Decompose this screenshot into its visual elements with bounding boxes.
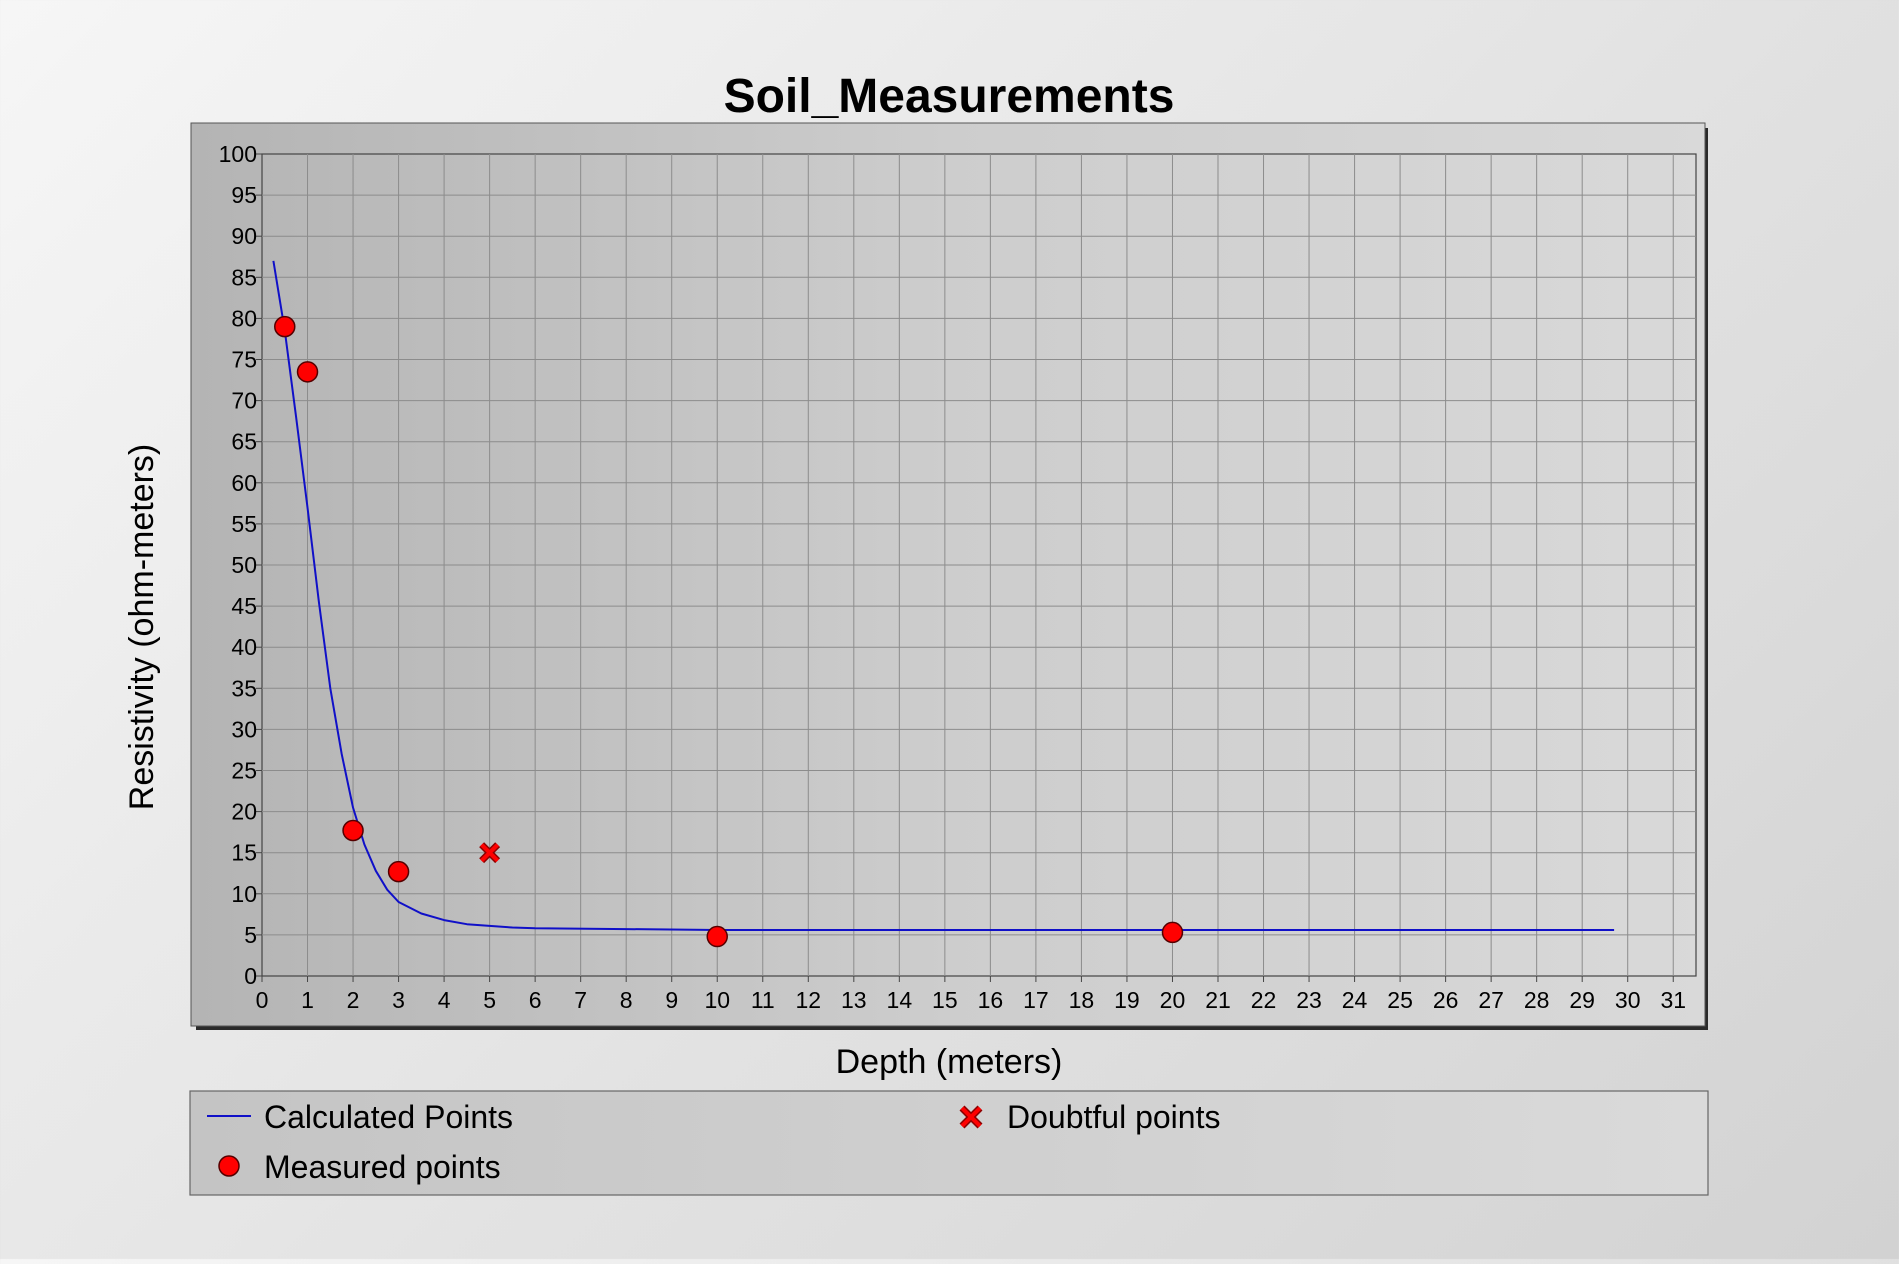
y-tick-label: 100 <box>219 141 257 167</box>
y-tick-label: 5 <box>244 922 257 948</box>
measured-point <box>296 361 319 383</box>
y-tick-label: 95 <box>231 182 257 208</box>
x-tick-label: 8 <box>620 987 633 1013</box>
chart-title: Soil_Measurements <box>724 70 1175 123</box>
y-tick-label: 35 <box>231 675 257 701</box>
y-tick-label: 15 <box>231 840 257 866</box>
legend-label-calculated: Calculated Points <box>264 1099 513 1135</box>
gridlines <box>262 154 1696 976</box>
x-tick-label: 28 <box>1524 987 1550 1013</box>
x-axis-ticks: 0 1 2 3 4 5 6 7 8 9 10 11 12 13 14 15 16 17 18 19 20 21 22 23 24… <box>256 976 1686 1013</box>
measured-point <box>387 860 410 883</box>
y-tick-label: 65 <box>231 429 257 455</box>
x-tick-label: 13 <box>841 987 867 1013</box>
x-tick-label: 14 <box>887 987 913 1013</box>
y-tick-label: 90 <box>231 223 257 249</box>
y-tick-label: 25 <box>231 758 257 784</box>
x-tick-label: 15 <box>932 987 958 1013</box>
x-tick-label: 11 <box>751 987 775 1013</box>
y-tick-label: 50 <box>231 552 257 578</box>
x-tick-label: 31 <box>1660 987 1686 1013</box>
x-tick-label: 3 <box>392 987 405 1013</box>
y-tick-label: 10 <box>231 881 257 907</box>
y-tick-label: 55 <box>231 511 257 537</box>
measured-point <box>274 315 296 338</box>
x-tick-label: 2 <box>347 987 360 1013</box>
y-tick-label: 45 <box>231 593 257 619</box>
legend-item-doubtful: Doubtful points <box>959 1099 1220 1135</box>
x-tick-label: 10 <box>704 987 730 1013</box>
x-tick-label: 26 <box>1433 987 1459 1013</box>
x-tick-label: 6 <box>529 987 542 1013</box>
y-tick-label: 0 <box>244 963 257 989</box>
plot-series <box>272 260 1615 948</box>
x-tick-label: 18 <box>1069 987 1095 1013</box>
y-tick-label: 85 <box>231 264 257 290</box>
y-tick-label: 30 <box>231 716 257 742</box>
y-tick-label: 70 <box>231 388 257 414</box>
x-tick-label: 9 <box>665 987 678 1013</box>
y-tick-label: 40 <box>231 634 257 660</box>
x-tick-label: 21 <box>1205 987 1231 1013</box>
legend-item-calculated: Calculated Points <box>207 1099 513 1135</box>
y-axis-ticks: 0 5 10 15 20 25 30 35 40 45 50 55 60 65 70 75 80 85 90 95 10… <box>219 141 262 989</box>
y-tick-label: 20 <box>231 799 257 825</box>
x-tick-label: 17 <box>1023 987 1049 1013</box>
x-tick-label: 25 <box>1387 987 1413 1013</box>
y-tick-label: 60 <box>231 470 257 496</box>
legend-item-measured: Measured points <box>218 1149 501 1185</box>
legend-box <box>189 1090 1709 1196</box>
y-tick-label: 80 <box>231 305 257 331</box>
x-tick-label: 16 <box>978 987 1004 1013</box>
measured-point <box>706 925 728 948</box>
y-axis-label: Resistivity (ohm-meters) <box>123 444 161 810</box>
x-tick-label: 1 <box>301 987 314 1013</box>
x-tick-label: 0 <box>256 987 269 1013</box>
x-tick-label: 12 <box>795 987 821 1013</box>
x-tick-label: 4 <box>438 987 451 1013</box>
legend-label-measured: Measured points <box>264 1149 501 1185</box>
measured-point <box>342 819 364 842</box>
x-axis-label: Depth (meters) <box>836 1043 1063 1081</box>
x-tick-label: 29 <box>1569 987 1595 1013</box>
legend-circle-swatch <box>218 1155 240 1177</box>
x-tick-label: 5 <box>483 987 496 1013</box>
calculated-points-line <box>272 260 1615 931</box>
x-tick-label: 24 <box>1342 987 1368 1013</box>
x-tick-label: 30 <box>1615 987 1641 1013</box>
legend-label-doubtful: Doubtful points <box>1007 1099 1220 1135</box>
x-tick-label: 22 <box>1251 987 1277 1013</box>
x-tick-label: 7 <box>574 987 587 1013</box>
y-tick-label: 75 <box>231 347 257 373</box>
x-tick-label: 19 <box>1114 987 1140 1013</box>
x-tick-label: 27 <box>1478 987 1504 1013</box>
measured-point <box>1161 921 1184 944</box>
doubtful-point-stroke <box>480 843 500 863</box>
x-tick-label: 20 <box>1160 987 1186 1013</box>
doubtful-point <box>479 842 501 864</box>
plot-frame <box>190 122 1706 1027</box>
legend-x-swatch <box>959 1105 983 1129</box>
x-tick-label: 23 <box>1296 987 1322 1013</box>
